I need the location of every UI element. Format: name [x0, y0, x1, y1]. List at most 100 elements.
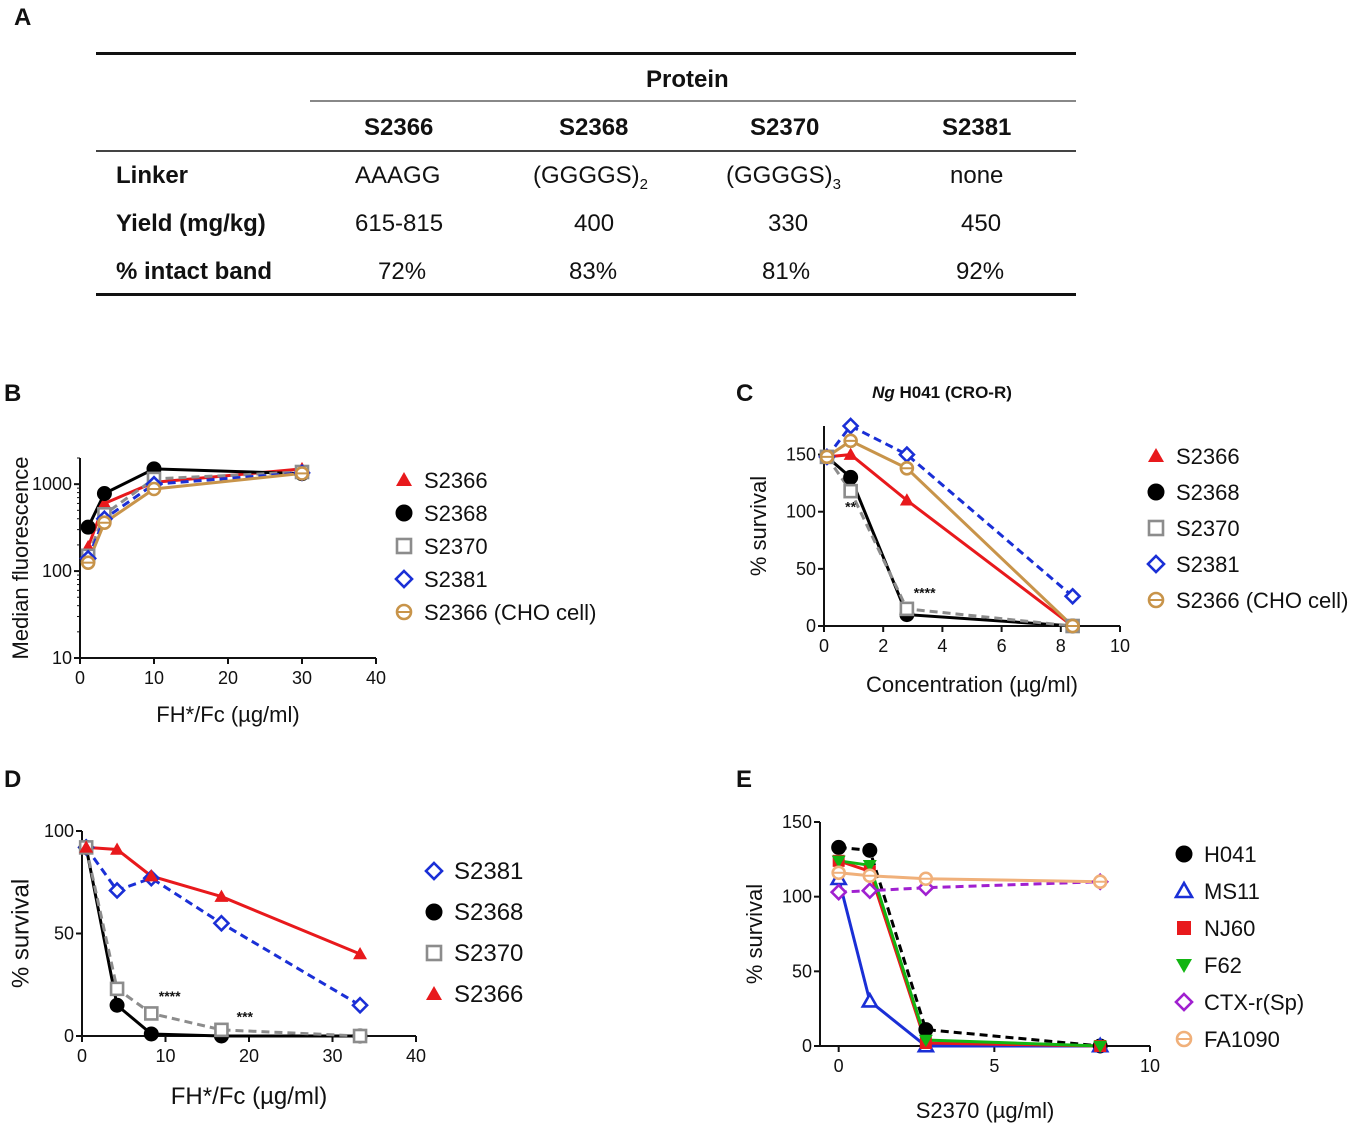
x-tick-label: 20: [239, 1046, 259, 1066]
data-point: [862, 842, 878, 858]
data-point: [1093, 1040, 1108, 1053]
y-tick-label: 150: [782, 812, 812, 832]
series-line-s2368: [825, 455, 1073, 628]
y-tick-label: 1000: [32, 474, 72, 494]
x-tick-label: 0: [75, 668, 85, 688]
data-point: [80, 519, 96, 535]
legend-marker: [1174, 992, 1194, 1012]
series-line-f62: [838, 859, 1101, 1048]
table-cell: 83%: [569, 258, 618, 285]
series-line-s2370: [825, 456, 1073, 628]
table-col-header: S2368: [559, 114, 629, 141]
series-line-s2366-cho-cell-: [86, 471, 303, 564]
y-tick-label: 150: [786, 445, 816, 465]
y-tick-label: 0: [806, 616, 816, 636]
data-point: [918, 1034, 933, 1048]
data-point: [862, 868, 878, 884]
legend-marker: [425, 903, 443, 921]
legend-label: S2366 (CHO cell): [1176, 588, 1348, 613]
legend-marker: [425, 944, 443, 962]
series-line-s2366-cho-cell-: [826, 439, 1074, 628]
data-point: [294, 466, 310, 481]
legend-label: S2370: [454, 940, 523, 967]
legend-marker: [394, 569, 414, 589]
table-cell: 400: [574, 210, 615, 237]
legend-label: S2366: [1176, 444, 1240, 469]
x-tick-label: 10: [1110, 636, 1130, 656]
data-point: [1063, 587, 1082, 606]
legend-label: H041: [1204, 842, 1257, 867]
series-line-ctx-r-sp-: [838, 880, 1101, 894]
legend-marker: [1176, 959, 1192, 973]
data-point: [831, 855, 846, 868]
chart-d: 0 10 20 30 40 0 50 100 FH*/Fc (µg/ml) % survival *…: [7, 821, 523, 1110]
legend-label: CTX-r(Sp): [1204, 990, 1304, 1015]
y-axis-label: Median fluorescence: [8, 456, 33, 659]
x-axis-label: Concentration (µg/ml): [866, 672, 1078, 697]
legend-marker: [395, 603, 413, 621]
chart-title: Ng H041 (CRO-R): [872, 383, 1012, 402]
legend-marker: [424, 861, 444, 881]
legend-label: S2381: [454, 858, 523, 885]
legend-label: NJ60: [1204, 916, 1255, 941]
legend-marker: [1147, 591, 1165, 609]
data-point: [144, 869, 159, 882]
legend-marker: [395, 504, 413, 522]
table-row-label: Linker: [116, 162, 189, 189]
data-point: [79, 840, 94, 853]
x-axis-label: FH*/Fc (µg/ml): [171, 1083, 327, 1110]
x-tick-label: 20: [218, 668, 238, 688]
significance-annotation: ****: [159, 988, 181, 1004]
y-tick-label: 100: [782, 887, 812, 907]
x-tick-label: 4: [937, 636, 947, 656]
table-cell: (GGGGS)2: [533, 162, 648, 193]
y-axis-label: % survival: [746, 476, 771, 576]
y-tick-label: 100: [44, 821, 74, 841]
table-spanner-rule: [310, 100, 1076, 102]
data-point: [108, 881, 126, 900]
y-tick-label: 50: [54, 924, 74, 944]
legend-label: S2370: [424, 534, 488, 559]
legend-marker: [395, 537, 413, 555]
x-tick-label: 30: [292, 668, 312, 688]
significance-annotation: ****: [914, 584, 936, 600]
data-point: [843, 469, 859, 485]
data-point: [831, 839, 847, 855]
y-tick-label: 100: [42, 561, 72, 581]
series-line-s2368: [86, 467, 303, 528]
table-cell: none: [950, 162, 1004, 189]
series-line-s2366: [826, 453, 1074, 628]
linker-subscript: 3: [832, 175, 842, 193]
x-tick-label: 2: [878, 636, 888, 656]
linker-text: (GGGGS): [533, 162, 640, 189]
x-tick-label: 40: [406, 1046, 426, 1066]
significance-annotation: ***: [237, 1009, 254, 1025]
data-point: [843, 447, 858, 460]
panel-label-a: A: [14, 4, 32, 31]
x-tick-label: 0: [819, 636, 829, 656]
legend-label: S2381: [424, 567, 488, 592]
legend-label: F62: [1204, 953, 1242, 978]
y-tick-label: 50: [792, 961, 812, 981]
data-point: [899, 601, 915, 617]
table-cell: 72%: [378, 258, 427, 285]
data-point: [212, 914, 231, 933]
table-row-label: Yield (mg/kg): [116, 210, 266, 237]
legend-label: S2368: [1176, 480, 1240, 505]
legend-marker: [1175, 845, 1193, 863]
table-col-header: S2366: [364, 114, 434, 141]
table-cell: (GGGGS)3: [726, 162, 841, 193]
x-axis-label: S2370 (µg/ml): [916, 1098, 1055, 1123]
table-row-label: % intact band: [116, 258, 273, 285]
legend-label: FA1090: [1204, 1027, 1280, 1052]
linker-text: (GGGGS): [726, 162, 833, 189]
table-cell: 330: [768, 210, 809, 237]
data-point: [918, 1022, 934, 1038]
x-tick-label: 6: [997, 636, 1007, 656]
legend-label: S2368: [454, 899, 523, 926]
table-col-header: S2370: [750, 114, 820, 141]
data-point: [110, 842, 125, 855]
legend-label: S2381: [1176, 552, 1240, 577]
panel-label-c: C: [736, 380, 754, 407]
legend-marker: [1147, 519, 1165, 537]
